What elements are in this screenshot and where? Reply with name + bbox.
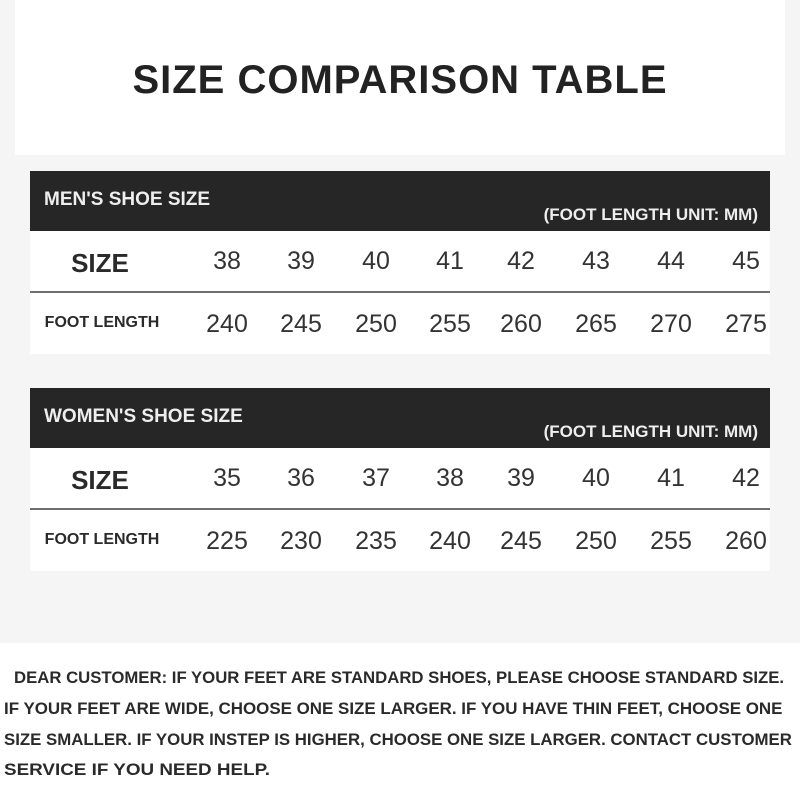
length-cell: 255 bbox=[429, 310, 471, 338]
length-cell: 230 bbox=[280, 527, 322, 555]
length-cell: 240 bbox=[429, 527, 471, 555]
size-cell: 38 bbox=[436, 464, 464, 492]
size-cell: 36 bbox=[287, 464, 315, 492]
length-cell: 225 bbox=[206, 527, 248, 555]
length-cell: 270 bbox=[650, 310, 692, 338]
length-cell: 275 bbox=[725, 310, 767, 338]
page-title: SIZE COMPARISON TABLE bbox=[132, 58, 668, 102]
size-cell: 41 bbox=[657, 464, 685, 492]
length-cell: 265 bbox=[575, 310, 617, 338]
foot-length-row: FOOT LENGTH 240 245 250 255 260 265 270 275 bbox=[30, 293, 770, 354]
table-header: MEN'S SHOE SIZE (FOOT LENGTH UNIT: MM) bbox=[30, 171, 770, 231]
size-cell: 39 bbox=[287, 247, 315, 275]
length-cell: 240 bbox=[206, 310, 248, 338]
size-cell: 45 bbox=[732, 247, 760, 275]
length-cell: 235 bbox=[355, 527, 397, 555]
size-cell: 40 bbox=[362, 247, 390, 275]
size-cell: 39 bbox=[507, 464, 535, 492]
size-cell: 44 bbox=[657, 247, 685, 275]
size-cell: 40 bbox=[582, 464, 610, 492]
size-cell: 35 bbox=[213, 464, 241, 492]
table-heading: WOMEN'S SHOE SIZE bbox=[44, 406, 243, 427]
length-cell: 245 bbox=[500, 527, 542, 555]
size-row: SIZE 35 36 37 38 39 40 41 42 bbox=[30, 448, 770, 510]
length-cell: 260 bbox=[725, 527, 767, 555]
table-header: WOMEN'S SHOE SIZE (FOOT LENGTH UNIT: MM) bbox=[30, 388, 770, 448]
notice-line: DEAR CUSTOMER: IF YOUR FEET ARE STANDARD… bbox=[14, 668, 785, 687]
size-cell: 41 bbox=[436, 247, 464, 275]
notice-line: SIZE SMALLER. IF YOUR INSTEP IS HIGHER, … bbox=[4, 730, 792, 749]
table-heading: MEN'S SHOE SIZE bbox=[44, 189, 211, 210]
length-cell: 250 bbox=[355, 310, 397, 338]
size-cell: 42 bbox=[507, 247, 535, 275]
foot-length-label: FOOT LENGTH bbox=[44, 531, 160, 548]
size-cell: 37 bbox=[362, 464, 390, 492]
size-row: SIZE 38 39 40 41 42 43 44 45 bbox=[30, 231, 770, 293]
size-cell: 42 bbox=[732, 464, 760, 492]
womens-size-table: WOMEN'S SHOE SIZE (FOOT LENGTH UNIT: MM)… bbox=[30, 388, 770, 571]
size-label: SIZE bbox=[71, 465, 129, 495]
length-cell: 260 bbox=[500, 310, 542, 338]
length-cell: 245 bbox=[280, 310, 322, 338]
foot-length-row: FOOT LENGTH 225 230 235 240 245 250 255 260 bbox=[30, 510, 770, 571]
title-box bbox=[15, 0, 785, 155]
foot-length-label: FOOT LENGTH bbox=[44, 314, 160, 331]
length-cell: 255 bbox=[650, 527, 692, 555]
size-cell: 38 bbox=[213, 247, 241, 275]
length-cell: 250 bbox=[575, 527, 617, 555]
notice-line: IF YOUR FEET ARE WIDE, CHOOSE ONE SIZE L… bbox=[4, 699, 783, 718]
mens-size-table: MEN'S SHOE SIZE (FOOT LENGTH UNIT: MM) SI… bbox=[30, 171, 770, 354]
size-cell: 43 bbox=[582, 247, 610, 275]
notice-line: SERVICE IF YOU NEED HELP. bbox=[4, 760, 270, 779]
unit-note: (FOOT LENGTH UNIT: MM) bbox=[543, 205, 758, 224]
unit-note: (FOOT LENGTH UNIT: MM) bbox=[543, 422, 758, 441]
size-label: SIZE bbox=[71, 248, 129, 278]
